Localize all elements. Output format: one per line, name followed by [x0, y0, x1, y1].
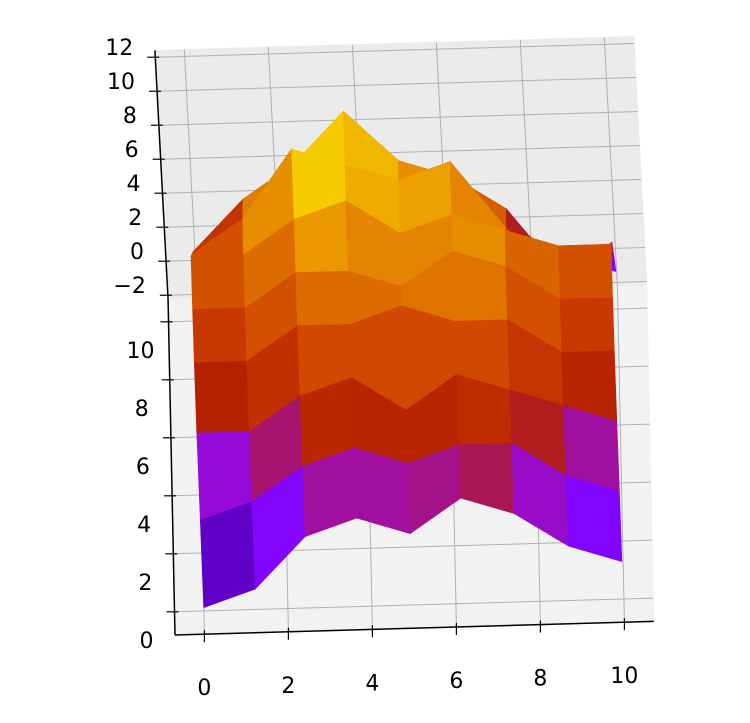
y-tick-label: 6: [136, 455, 150, 480]
z-tick-label: 4: [126, 172, 140, 197]
x-tick-label: 4: [365, 671, 379, 696]
z-tick-label: 10: [107, 70, 135, 95]
grid-line: [158, 111, 638, 126]
z-tick-label: −2: [113, 274, 145, 299]
x-tick-label: 10: [610, 664, 638, 689]
y-tick-label: 0: [140, 629, 154, 654]
y-tick-label: 8: [135, 397, 149, 422]
z-tick-label: 0: [130, 240, 144, 265]
x-axis: [174, 620, 654, 636]
grid-line: [157, 77, 636, 92]
grid-line: [174, 597, 654, 613]
surface-patch: [190, 254, 246, 310]
y-tick-label: 10: [127, 339, 155, 364]
surface-patch: [559, 297, 615, 353]
grid-line: [155, 43, 635, 58]
z-tick-label: 12: [105, 36, 133, 61]
surface-patch: [193, 360, 250, 434]
z-tick-label: 8: [123, 104, 137, 129]
x-tick-label: 6: [449, 669, 463, 694]
grid-line: [160, 145, 640, 160]
surface-patch: [558, 243, 613, 300]
y-axis: [167, 298, 176, 636]
surface-patch: [295, 270, 351, 327]
y-tick-label: 2: [138, 571, 152, 596]
surface-patch: [565, 475, 623, 563]
y-tick-label: 4: [137, 513, 151, 538]
x-tick-label: 2: [281, 674, 295, 699]
x-tick-label: 0: [197, 676, 211, 701]
z-tick-label: 6: [125, 138, 139, 163]
x-tick-label: 8: [533, 667, 547, 692]
grid-line: [603, 37, 625, 623]
surface-patch: [199, 501, 256, 609]
z-tick-label: 2: [128, 206, 142, 231]
surface-patch: [192, 307, 248, 364]
